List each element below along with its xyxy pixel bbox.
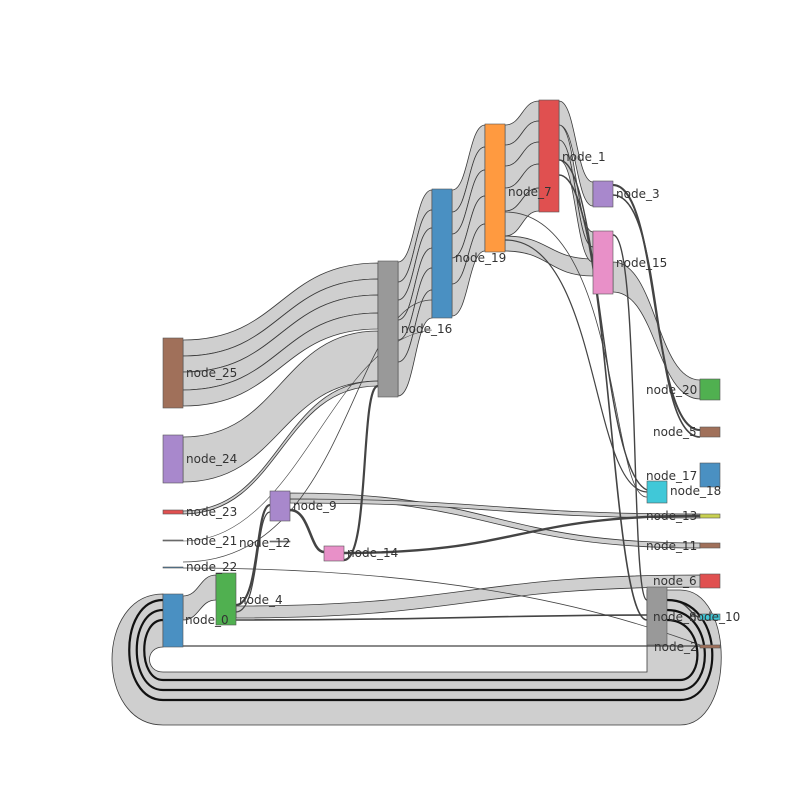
- node-2: [699, 644, 721, 649]
- label-8: node_8: [653, 610, 697, 624]
- node-8: [646, 586, 668, 646]
- node-21: [162, 539, 184, 542]
- label-7: node_7: [508, 185, 552, 199]
- node-24: [162, 434, 184, 484]
- node-0: [162, 593, 184, 648]
- label-12: node_12: [239, 536, 290, 550]
- label-2: node_2: [654, 640, 698, 654]
- node-3: [592, 180, 614, 208]
- node-4: [215, 572, 237, 626]
- node-5: [699, 426, 721, 438]
- node-19: [431, 188, 453, 319]
- node-16: [377, 260, 399, 398]
- node-14: [323, 545, 345, 562]
- label-1: node_1: [562, 150, 606, 164]
- label-10: node_10: [689, 610, 740, 624]
- label-6: node_6: [653, 574, 697, 588]
- label-11: node_11: [646, 539, 697, 553]
- node-23: [162, 509, 184, 515]
- node-22: [162, 566, 184, 569]
- node-20: [699, 378, 721, 401]
- label-5: node_5: [653, 425, 697, 439]
- label-19: node_19: [455, 251, 506, 265]
- loop-line: [135, 608, 706, 692]
- node-labels: node_0node_1node_2node_3node_4node_5node…: [185, 150, 740, 654]
- label-24: node_24: [186, 452, 237, 466]
- label-20: node_20: [646, 383, 697, 397]
- flow-line: [343, 384, 379, 562]
- flow-line: [612, 194, 701, 438]
- label-3: node_3: [616, 187, 660, 201]
- loop-band: [111, 589, 722, 726]
- nodes: [162, 99, 721, 649]
- flow-line: [504, 239, 648, 493]
- flow-line: [235, 614, 648, 621]
- flow-line: [343, 514, 701, 555]
- flow-line: [558, 159, 648, 491]
- label-16: node_16: [401, 322, 452, 336]
- label-21: node_21: [186, 534, 237, 548]
- label-18: node_18: [670, 484, 721, 498]
- node-18: [699, 462, 721, 488]
- flow-line: [235, 503, 271, 607]
- node-1: [538, 99, 560, 213]
- flow-line: [289, 508, 325, 554]
- label-22: node_22: [186, 560, 237, 574]
- label-13: node_13: [646, 509, 697, 523]
- node-11: [699, 542, 721, 549]
- flow-line: [182, 299, 433, 563]
- node-12: [269, 540, 291, 543]
- loop-line: [143, 618, 699, 682]
- node-25: [162, 337, 184, 409]
- node-17: [646, 480, 668, 504]
- node-13: [699, 513, 721, 519]
- flow-line: [235, 511, 271, 613]
- label-23: node_23: [186, 505, 237, 519]
- label-0: node_0: [185, 613, 229, 627]
- flow-band: [289, 498, 701, 519]
- label-4: node_4: [239, 593, 283, 607]
- flow-line: [612, 234, 648, 601]
- flow-line: [558, 174, 648, 621]
- loop-line: [128, 598, 714, 702]
- flow-line: [504, 211, 648, 498]
- node-15: [592, 230, 614, 295]
- flow-lines: [128, 159, 714, 702]
- label-15: node_15: [616, 256, 667, 270]
- node-9: [269, 490, 291, 522]
- label-25: node_25: [186, 366, 237, 380]
- node-10: [699, 613, 721, 621]
- node-6: [699, 573, 721, 589]
- label-14: node_14: [347, 546, 398, 560]
- label-9: node_9: [293, 499, 337, 513]
- node-7: [484, 123, 506, 253]
- label-17: node_17: [646, 469, 697, 483]
